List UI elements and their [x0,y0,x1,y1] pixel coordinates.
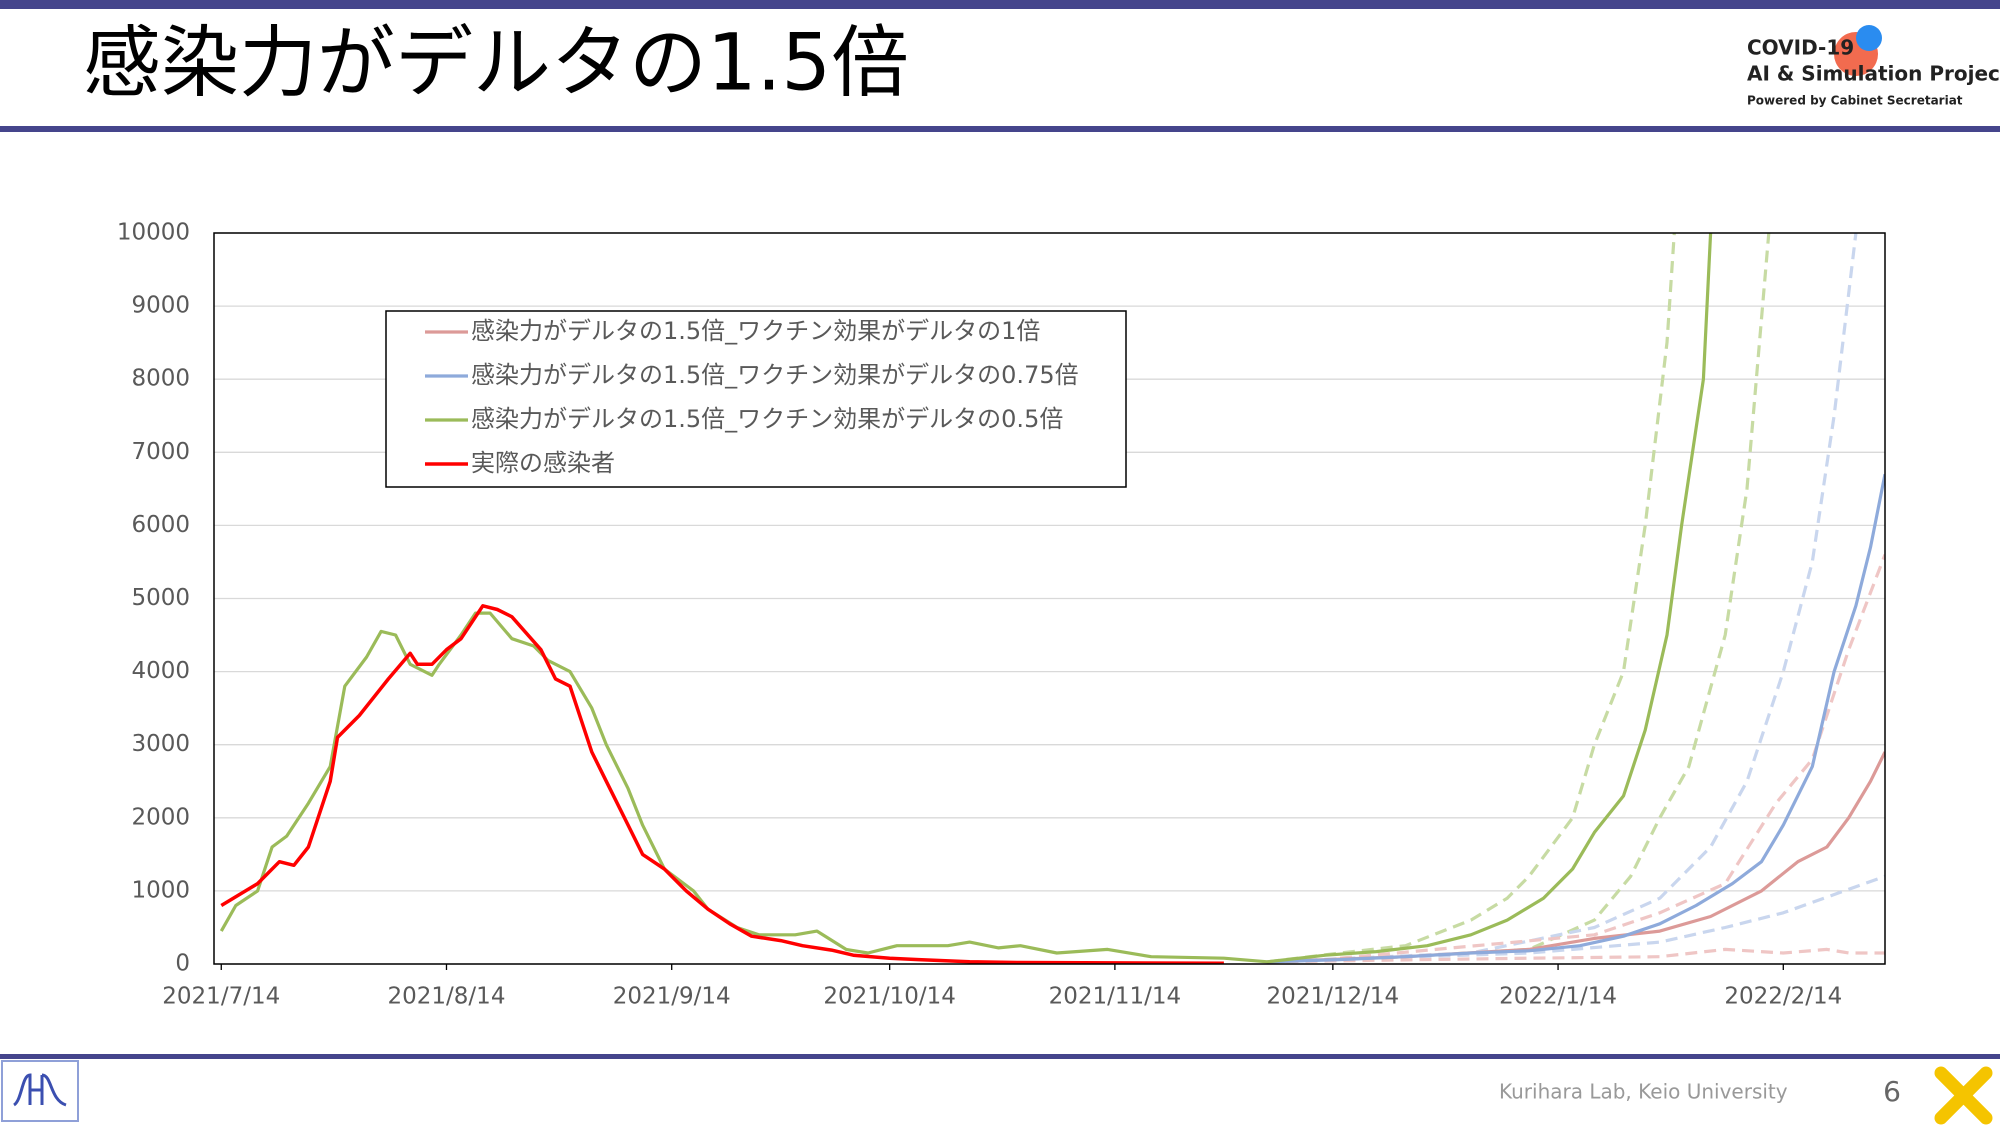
x-tick-label: 2021/11/14 [1049,984,1182,1010]
band-line [1339,554,1885,960]
series-line [219,233,1713,964]
top-bar [0,0,2000,9]
x-tick-label: 2021/8/14 [388,984,506,1010]
x-tick-label: 2021/7/14 [162,984,280,1010]
x-tick-label: 2022/2/14 [1724,984,1842,1010]
x-logo [1934,1066,1993,1125]
x-tick-label: 2021/12/14 [1267,984,1400,1010]
title-rule [0,126,2000,132]
band-line [1267,874,1885,964]
logo-text: AI & Simulation Project [1747,62,2000,86]
y-tick-label: 9000 [131,293,190,319]
y-tick-label: 5000 [131,585,190,611]
legend-box [385,310,1127,488]
chart: 0 1000 2000 3000 4000 5000 6000 7000 8000 9000 100… [117,220,1886,1010]
y-tick-label: 1000 [131,877,190,903]
legend-label: 感染力がデルタの1.5倍_ワクチン効果がデルタの1倍 [471,317,1040,345]
legend-label: 感染力がデルタの1.5倍_ワクチン効果がデルタの0.75倍 [471,361,1079,389]
band-line [1267,947,1885,964]
footer-credit: Kurihara Lab, Keio University [1499,1080,1788,1104]
legend-label: 感染力がデルタの1.5倍_ワクチン効果がデルタの0.5倍 [471,405,1063,433]
bottom-rule [0,1054,2000,1059]
slide-title: 感染力がデルタの1.5倍 [83,18,909,108]
legend-label: 実際の感染者 [471,449,615,477]
band-line [1267,233,1771,964]
x-tick-label: 2022/1/14 [1499,984,1617,1010]
y-tick-label: 10000 [117,220,190,246]
series-line [220,604,1224,964]
y-tick-label: 0 [175,951,190,977]
band-line [1267,233,1676,964]
y-tick-label: 3000 [131,731,190,757]
lab-logo [1,1060,79,1122]
plot-lines [219,233,1885,964]
y-tick-label: 4000 [131,658,190,684]
plot-border [213,232,1886,965]
y-tick-label: 7000 [131,439,190,465]
x-tick-label: 2021/10/14 [823,984,956,1010]
logo-text: Powered by Cabinet Secretariat [1747,94,1963,108]
logo-text: COVID-19 [1747,36,1854,60]
y-tick-label: 8000 [131,366,190,392]
series-line [1267,473,1885,964]
x-tick-label: 2021/9/14 [613,984,731,1010]
logo-dot [1856,25,1882,51]
y-tick-label: 6000 [131,512,190,538]
page-number: 6 [1883,1075,1901,1108]
y-tick-label: 2000 [131,804,190,830]
